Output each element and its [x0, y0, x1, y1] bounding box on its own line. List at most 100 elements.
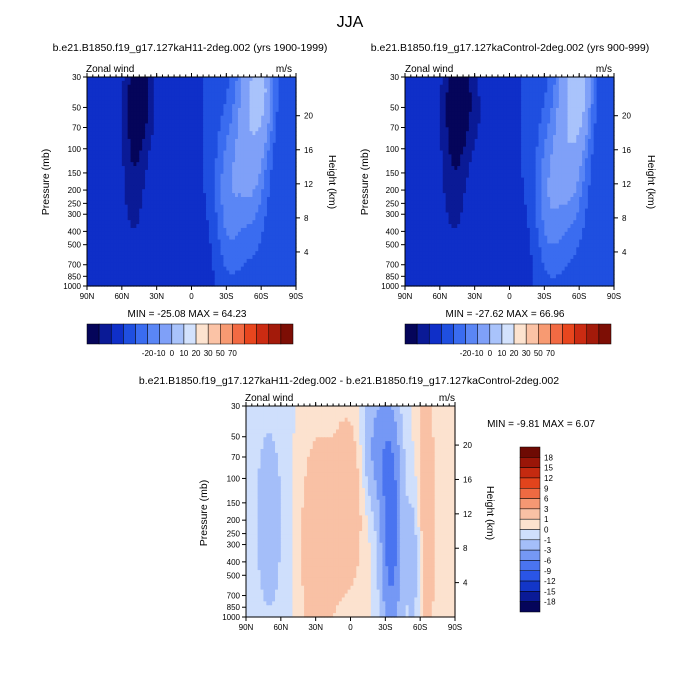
- contour-cell: [159, 123, 164, 128]
- contour-cell: [176, 123, 181, 128]
- contour-cell: [168, 111, 172, 117]
- contour-cell: [261, 107, 265, 113]
- contour-cell: [217, 127, 222, 132]
- contour-cell: [217, 100, 222, 105]
- contour-cell: [278, 84, 283, 90]
- contour-cell: [171, 111, 175, 117]
- contour-cell: [203, 84, 207, 90]
- contour-cell: [293, 92, 297, 97]
- contour-cell: [107, 131, 111, 136]
- contour-cell: [246, 123, 251, 128]
- contour-cell: [176, 92, 181, 97]
- contour-cell: [191, 92, 195, 97]
- contour-cell: [255, 88, 259, 94]
- contour-cell: [293, 123, 297, 128]
- contour-cell: [194, 77, 198, 82]
- contour-cell: [220, 100, 225, 105]
- contour-cell: [278, 77, 283, 82]
- contour-cell: [290, 119, 294, 125]
- contour-cell: [159, 77, 164, 82]
- contour-cell: [246, 88, 251, 94]
- contour-cell: [174, 131, 178, 136]
- contour-cell: [118, 131, 123, 136]
- contour-cell: [243, 77, 248, 82]
- contour-cell: [142, 84, 146, 90]
- contour-cell: [150, 131, 155, 136]
- colorbar-label: -20: [142, 349, 154, 358]
- contour-cell: [142, 127, 146, 132]
- contour-cell: [98, 142, 103, 148]
- contour-cell: [281, 111, 285, 117]
- contour-cell: [272, 111, 277, 117]
- contour-cell: [136, 96, 140, 101]
- contour-cell: [258, 119, 262, 125]
- contour-cell: [118, 104, 123, 109]
- contour-cell: [293, 100, 297, 105]
- contour-cell: [113, 123, 117, 128]
- contour-cell: [159, 115, 164, 121]
- contour-cell: [150, 100, 155, 105]
- contour-cell: [162, 123, 166, 128]
- contour-cell: [130, 138, 135, 144]
- contour-cell: [87, 100, 91, 105]
- contour-cell: [203, 119, 207, 125]
- contour-cell: [191, 80, 195, 86]
- contour-cell: [200, 135, 204, 140]
- contour-cell: [89, 84, 94, 90]
- contour-cell: [194, 80, 198, 86]
- contour-cell: [223, 92, 227, 97]
- contour-cell: [229, 115, 233, 121]
- contour-cell: [208, 119, 213, 125]
- contour-cell: [124, 80, 129, 86]
- colorbar-label: 30: [204, 349, 213, 358]
- contour-cell: [104, 131, 108, 136]
- contour-cell: [124, 127, 129, 132]
- contour-cell: [159, 100, 164, 105]
- contour-cell: [110, 135, 114, 140]
- contour-cell: [162, 100, 166, 105]
- contour-cell: [179, 135, 184, 140]
- contour-cell: [269, 115, 274, 121]
- contour-cell: [168, 77, 172, 82]
- contour-cell: [258, 107, 262, 113]
- contour-cell: [162, 115, 166, 121]
- contour-cell: [220, 119, 225, 125]
- contour-cell: [243, 84, 248, 90]
- contour-cell: [101, 107, 106, 113]
- contour-cell: [162, 96, 166, 101]
- contour-cell: [293, 119, 297, 125]
- contour-cell: [243, 88, 248, 94]
- contour-cell: [168, 80, 172, 86]
- contour-cell: [261, 135, 265, 140]
- contour-cell: [150, 77, 155, 82]
- contour-cell: [206, 96, 210, 101]
- contour-cell: [145, 138, 149, 144]
- contour-cell: [235, 127, 239, 132]
- contour-cell: [156, 92, 161, 97]
- contour-cell: [206, 138, 210, 144]
- contour-cell: [174, 92, 178, 97]
- colorbar-label: 20: [192, 349, 201, 358]
- contour-cell: [153, 127, 158, 132]
- contour-cell: [101, 131, 106, 136]
- contour-cell: [258, 115, 262, 121]
- contour-cell: [124, 115, 129, 121]
- contour-cell: [261, 100, 265, 105]
- contour-cell: [133, 138, 137, 144]
- contour-cell: [165, 107, 169, 113]
- contour-cell: [275, 119, 280, 125]
- contour-cell: [182, 111, 187, 117]
- contour-cell: [95, 138, 100, 144]
- y-tick-label: 30: [72, 73, 81, 82]
- contour-cell: [197, 138, 201, 144]
- contour-cell: [150, 111, 155, 117]
- contour-cell: [185, 100, 190, 105]
- contour-cell: [101, 123, 106, 128]
- contour-cell: [110, 104, 114, 109]
- contour-cell: [87, 80, 91, 86]
- contour-cell: [240, 92, 245, 97]
- contour-cell: [104, 88, 108, 94]
- contour-cell: [217, 107, 222, 113]
- contour-cell: [269, 100, 274, 105]
- contour-cell: [113, 119, 117, 125]
